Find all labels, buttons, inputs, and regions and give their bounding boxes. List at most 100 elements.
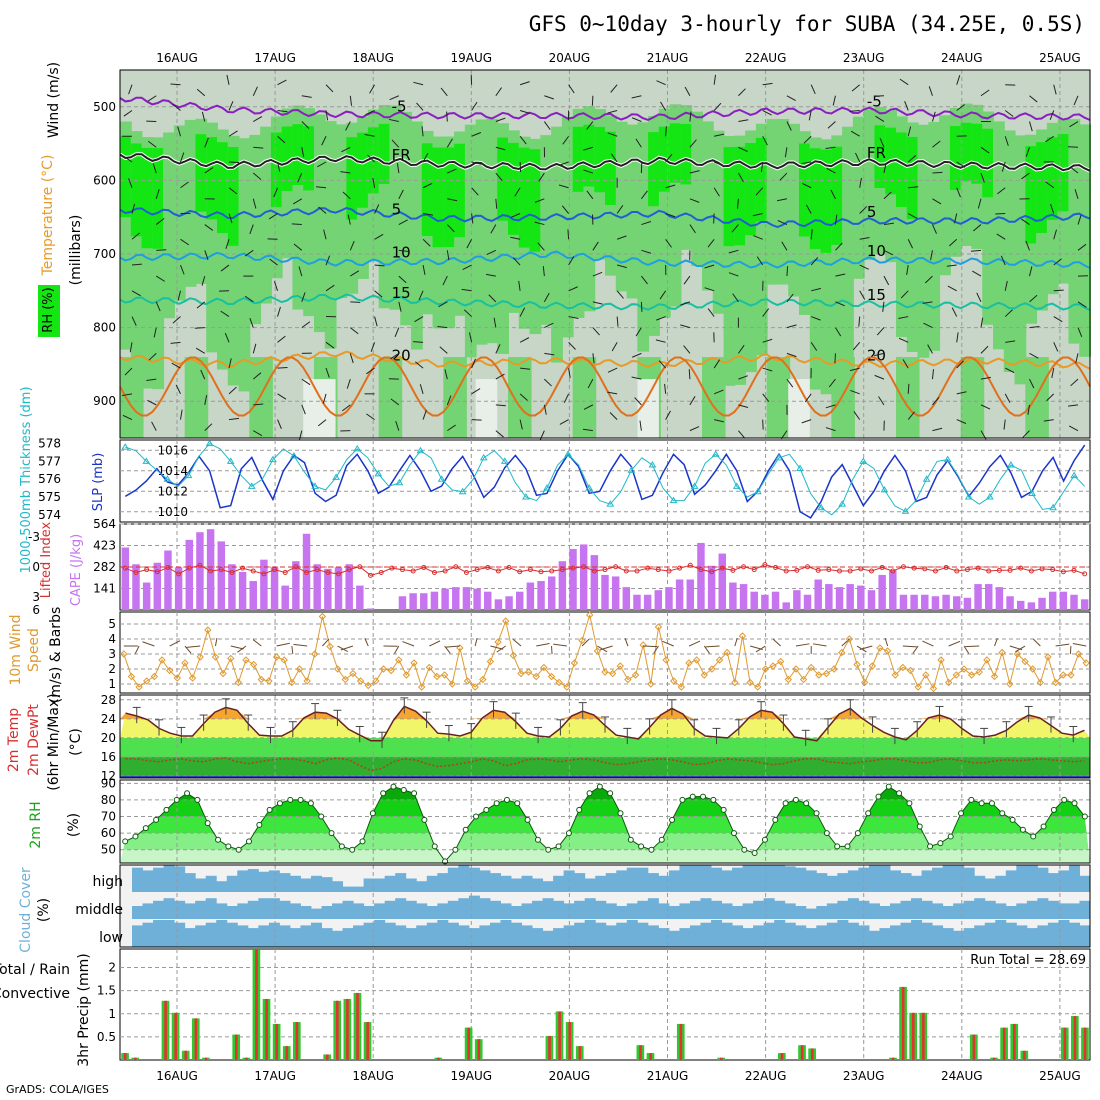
rh-marker <box>328 830 335 837</box>
lifted-index-marker <box>1050 567 1056 573</box>
cloud-low-cell <box>132 925 144 947</box>
cloud-low-cell <box>500 920 512 947</box>
wind-barb <box>801 182 812 189</box>
wind-barb <box>350 301 361 303</box>
cloud-middle-cell <box>711 900 723 919</box>
cape-bar <box>1038 597 1046 610</box>
wind-speed-marker <box>181 659 189 667</box>
rh-band-70 <box>939 115 951 276</box>
wind-barb <box>276 642 290 647</box>
rh-marker <box>524 816 531 823</box>
cape-bar <box>473 588 481 610</box>
wind-barb <box>853 411 861 420</box>
wind-barb <box>810 342 818 351</box>
wind-barb <box>907 155 917 163</box>
rh-band-90 <box>605 131 617 206</box>
wind-barb <box>689 396 696 406</box>
wind-barb <box>1029 352 1039 359</box>
wind-barb <box>369 84 375 94</box>
wind-barb <box>591 95 594 106</box>
rh-band-90 <box>583 124 596 187</box>
isotherm-label: 10 <box>867 242 886 260</box>
precip-convective-bar <box>1083 1027 1087 1060</box>
wind-barb <box>956 419 967 424</box>
cloud-high-cell <box>837 873 849 892</box>
wind-barb <box>325 84 334 93</box>
wind-barb <box>561 205 570 214</box>
isotherm-label: 15 <box>867 286 886 304</box>
wind-barb <box>689 139 697 148</box>
wind-barb <box>738 430 746 439</box>
cloud-high-cell <box>1079 875 1091 892</box>
rh-band-70 <box>637 122 650 352</box>
wind-barb <box>543 121 551 130</box>
lifted-index-marker <box>698 567 704 573</box>
rh-band-low <box>184 357 209 438</box>
wind-barb <box>277 335 286 343</box>
wind-barb <box>429 640 441 647</box>
precip-convective-bar <box>891 1057 895 1060</box>
rh-band-70 <box>1014 135 1027 385</box>
wind-speed-marker <box>975 668 983 676</box>
wind-speed-marker <box>433 672 441 681</box>
wind-barb <box>810 84 816 95</box>
top-date-label: 24AUG <box>941 51 983 65</box>
cape-bar <box>132 564 140 610</box>
wind-barb <box>786 95 796 102</box>
wind-barb <box>902 645 917 648</box>
wind-axis-label-2: Speed <box>26 628 42 672</box>
wind-barb <box>471 187 479 196</box>
cape-bar <box>174 567 183 610</box>
cloud-middle-cell <box>742 903 754 919</box>
cape-bar <box>356 585 364 610</box>
cloud-high-cell <box>953 865 965 892</box>
wind-barb <box>900 290 909 299</box>
wind-barb <box>859 264 869 270</box>
wind-barb <box>980 172 985 183</box>
cape-bar <box>334 567 343 610</box>
rh-marker <box>854 830 861 837</box>
wind-speed-marker <box>143 677 151 685</box>
rh-band-70 <box>723 135 736 386</box>
cloud-low-cell <box>732 925 744 947</box>
wind-barb <box>155 218 165 225</box>
rh-band-90 <box>1046 137 1059 220</box>
cloud-middle-cell <box>353 903 365 919</box>
wind-barb <box>180 238 190 246</box>
rh-band-90 <box>270 132 283 208</box>
cloud-low-cell <box>795 925 807 947</box>
rh-band-70 <box>691 111 703 267</box>
wind-barb <box>850 130 860 137</box>
wind-barb <box>804 393 812 403</box>
wind-barb <box>953 213 958 224</box>
wind-barb <box>665 410 671 420</box>
wind-barb <box>292 198 303 205</box>
wind-speed-marker <box>677 683 686 691</box>
cloud-low-cell <box>289 928 301 947</box>
rh-dry-patch <box>637 379 659 438</box>
cloud-high-cell <box>921 870 933 892</box>
lifted-index-marker <box>1039 566 1045 572</box>
rh-band-70 <box>928 121 941 351</box>
wind-barb <box>1025 147 1030 157</box>
cloud-high-cell <box>816 873 828 892</box>
thickness-marker <box>1028 489 1036 496</box>
wind-barb <box>874 352 885 357</box>
wind-barb <box>762 136 768 146</box>
cloud-low-cell <box>468 928 480 947</box>
thickness-marker <box>817 503 826 511</box>
rh-band-90 <box>281 126 294 192</box>
wind-barb <box>762 367 773 372</box>
rh-marker <box>400 786 407 793</box>
lifted-index-marker <box>410 568 416 574</box>
rh-dry-patch <box>475 379 498 438</box>
rh-marker <box>978 800 985 807</box>
wind-barb <box>965 645 980 648</box>
cloud-middle-cell <box>805 908 817 919</box>
lifted-index-marker <box>1007 567 1013 573</box>
cloud-high-cell <box>637 867 649 892</box>
rh-band-70 <box>130 131 143 374</box>
wind-barb <box>131 203 136 214</box>
wind-barb <box>656 316 666 321</box>
lifted-index-marker <box>453 564 459 570</box>
